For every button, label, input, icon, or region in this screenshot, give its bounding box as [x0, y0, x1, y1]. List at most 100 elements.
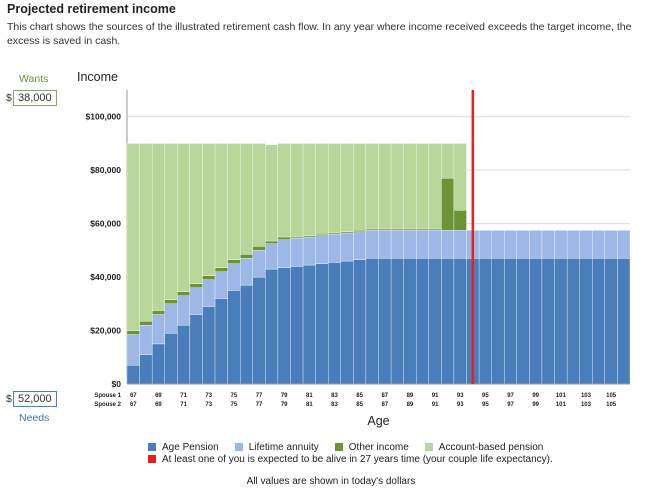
- bar-segment-0-2: [151, 343, 165, 385]
- bar-segment-1-15: [315, 235, 329, 264]
- bar-segment-1-26: [453, 230, 467, 259]
- wants-input[interactable]: [13, 90, 57, 106]
- x-tick-label: 75: [231, 393, 238, 399]
- x-tick-label: 75: [231, 402, 238, 408]
- chart-legend: Age Pension Lifetime annuity Other income A…: [148, 441, 569, 465]
- needs-input[interactable]: [13, 391, 57, 407]
- legend-item-marker: At least one of you is expected to be al…: [148, 454, 553, 465]
- bar-segment-1-22: [403, 230, 417, 259]
- bar-segment-1-25: [441, 230, 455, 259]
- bar-segment-2-13: [290, 236, 304, 239]
- y-tick-label: $20,000: [90, 326, 121, 336]
- page-title: Projected retirement income: [7, 2, 176, 16]
- legend-series-row: Age Pension Lifetime annuity Other income A…: [148, 441, 569, 453]
- bar-segment-3-25: [441, 143, 455, 179]
- legend-label-0: Age Pension: [162, 441, 219, 453]
- bar-segment-3-1: [139, 143, 153, 322]
- bar-segment-2-0: [126, 330, 140, 335]
- x-tick-label: 67: [130, 393, 137, 399]
- bar-segment-0-21: [390, 258, 404, 385]
- y-tick-label: $100,000: [86, 112, 122, 122]
- needs-currency: $: [6, 393, 12, 405]
- bar-segment-3-13: [290, 143, 304, 238]
- bar-segment-1-11: [265, 243, 279, 270]
- wants-currency: $: [6, 92, 12, 104]
- bar-segment-1-33: [541, 230, 555, 259]
- bar-segment-3-20: [378, 143, 392, 230]
- x-tick-label: 89: [407, 393, 414, 399]
- needs-label: Needs: [19, 412, 50, 424]
- bar-segment-1-18: [353, 231, 367, 260]
- bar-segment-0-22: [403, 258, 417, 385]
- bar-segment-2-23: [416, 228, 429, 231]
- bar-segment-1-19: [365, 230, 379, 259]
- bar-segment-2-21: [390, 228, 404, 231]
- x-tick-label: 93: [457, 393, 464, 399]
- bar-segment-0-0: [126, 365, 140, 385]
- bar-segment-1-17: [340, 232, 354, 262]
- bar-segment-2-8: [227, 259, 241, 264]
- x-tick-label: 105: [606, 402, 617, 408]
- bar-segment-0-36: [579, 258, 593, 385]
- bar-segment-3-4: [177, 143, 191, 292]
- x-tick-label: 99: [532, 393, 539, 399]
- bar-segment-3-2: [151, 143, 165, 311]
- chart-description: This chart shows the sources of the illu…: [7, 21, 632, 47]
- bar-segment-2-2: [151, 310, 165, 315]
- bar-segment-1-9: [240, 258, 253, 286]
- bar-segment-2-26: [453, 210, 467, 231]
- legend-label-2: Other income: [348, 441, 409, 453]
- footer-note: All values are shown in today's dollars: [246, 476, 416, 487]
- bar-segment-0-11: [265, 268, 279, 385]
- bar-segment-0-15: [315, 263, 329, 385]
- bar-segment-3-8: [227, 143, 241, 260]
- bar-segment-3-23: [416, 143, 429, 230]
- bar-segment-3-3: [164, 143, 178, 300]
- x-tick-label: 83: [331, 393, 338, 399]
- bar-segment-0-5: [189, 314, 203, 385]
- x-tick-label: 95: [482, 402, 489, 408]
- x-tick-label: 97: [507, 402, 514, 408]
- bar-segment-2-15: [315, 234, 329, 236]
- x-tick-label: 71: [180, 393, 187, 399]
- bar-segment-0-31: [516, 258, 530, 385]
- bar-segment-3-7: [214, 143, 228, 268]
- bar-segment-3-18: [353, 143, 367, 231]
- bar-segment-1-21: [390, 230, 404, 259]
- legend-item-3: Account-based pension: [424, 441, 544, 453]
- legend-swatch-3: [424, 443, 433, 451]
- y-tick-label: $80,000: [90, 165, 121, 175]
- legend-swatch-0: [148, 443, 156, 451]
- bar-segment-1-13: [290, 238, 304, 267]
- bar-segment-3-24: [428, 143, 442, 230]
- wants-label: Wants: [19, 73, 49, 85]
- bar-segment-3-11: [265, 144, 279, 242]
- bar-segment-3-12: [277, 143, 291, 238]
- bar-segment-2-19: [365, 228, 379, 231]
- x-tick-label: 101: [556, 402, 567, 408]
- bar-segment-0-17: [340, 260, 354, 385]
- bar-segment-0-1: [139, 354, 153, 385]
- legend-item-1: Lifetime annuity: [234, 441, 319, 453]
- bar-segment-0-14: [302, 264, 316, 385]
- bar-segment-1-4: [177, 295, 191, 326]
- bar-segment-3-17: [340, 143, 354, 232]
- legend-swatch-1: [234, 443, 243, 451]
- bar-segment-2-4: [177, 291, 191, 296]
- legend-label-3: Account-based pension: [438, 441, 544, 453]
- bar-segment-3-5: [189, 143, 203, 284]
- bar-segment-2-1: [139, 321, 153, 326]
- bar-segment-0-34: [554, 258, 568, 385]
- bar-segment-3-9: [240, 143, 253, 255]
- x-tick-label: 85: [356, 393, 363, 399]
- legend-label-1: Lifetime annuity: [248, 441, 319, 453]
- bar-segment-1-10: [252, 250, 266, 278]
- bar-segment-0-18: [353, 259, 367, 385]
- bar-segment-0-19: [365, 258, 379, 385]
- x-tick-label: 89: [407, 402, 414, 408]
- bar-segment-0-35: [566, 258, 580, 385]
- bar-segment-3-10: [252, 143, 266, 247]
- bar-segment-1-3: [164, 303, 178, 334]
- bar-segment-0-30: [504, 258, 517, 385]
- x-tick-label: 69: [155, 393, 162, 399]
